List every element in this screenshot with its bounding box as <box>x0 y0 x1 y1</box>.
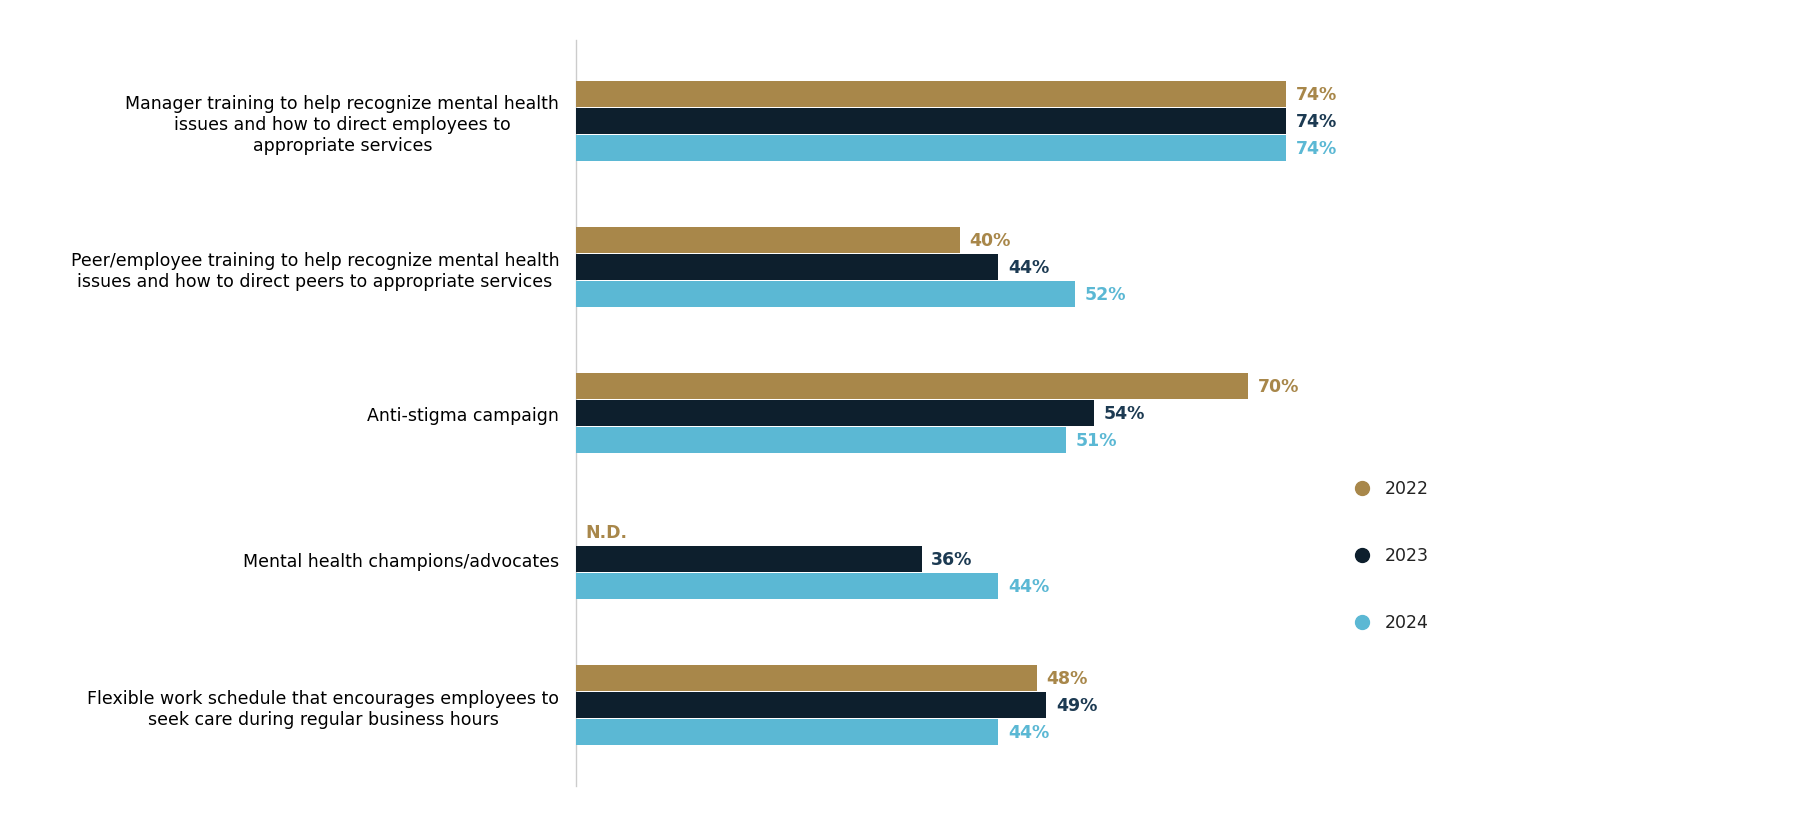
Text: 49%: 49% <box>1057 696 1098 715</box>
Text: 74%: 74% <box>1296 112 1337 131</box>
Bar <box>576 665 1037 691</box>
Text: 44%: 44% <box>1008 259 1049 276</box>
Bar <box>576 547 922 572</box>
Text: 36%: 36% <box>931 551 972 568</box>
Text: 44%: 44% <box>1008 577 1049 595</box>
Text: 52%: 52% <box>1085 285 1127 304</box>
Text: 54%: 54% <box>1103 404 1145 423</box>
Bar <box>576 719 999 745</box>
Text: 48%: 48% <box>1046 669 1087 687</box>
Bar <box>576 281 1075 308</box>
Bar <box>576 255 999 280</box>
Bar <box>576 373 1247 399</box>
Text: 51%: 51% <box>1075 432 1116 450</box>
Text: 70%: 70% <box>1258 377 1300 395</box>
Bar <box>576 136 1287 162</box>
Bar <box>576 573 999 600</box>
Bar <box>576 108 1287 135</box>
Text: 2023: 2023 <box>1384 546 1429 564</box>
Text: 44%: 44% <box>1008 724 1049 741</box>
Text: 2024: 2024 <box>1384 613 1427 631</box>
Bar <box>576 82 1287 108</box>
Bar <box>576 227 959 254</box>
Text: 74%: 74% <box>1296 140 1337 158</box>
Text: 2022: 2022 <box>1384 479 1429 497</box>
Bar <box>576 428 1066 454</box>
Bar <box>576 400 1094 427</box>
Text: 40%: 40% <box>970 232 1012 250</box>
Bar <box>576 692 1046 719</box>
Text: N.D.: N.D. <box>585 523 628 542</box>
Text: 74%: 74% <box>1296 86 1337 103</box>
